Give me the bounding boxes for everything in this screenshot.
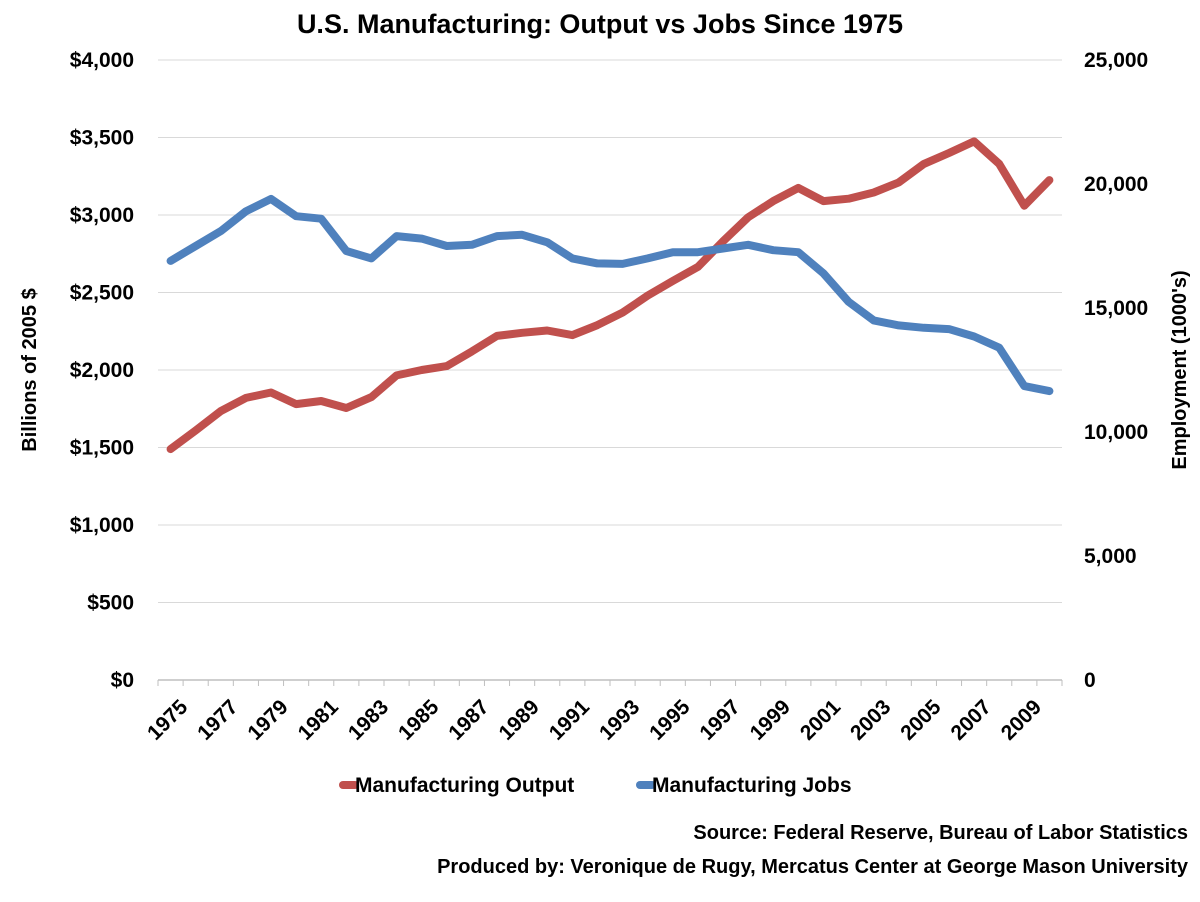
- left-tick-label: $4,000: [70, 49, 134, 72]
- right-tick-label: 0: [1084, 669, 1096, 692]
- x-tick-label: 1979: [243, 695, 292, 744]
- right-tick-label: 5,000: [1084, 545, 1137, 568]
- left-tick-label: $1,000: [70, 514, 134, 537]
- source-note: Source: Federal Reserve, Bureau of Labor…: [693, 822, 1188, 844]
- x-tick-label: 2007: [947, 695, 996, 744]
- x-axis-ticks: 1975 1977 1979 1981 1983 1985 1987 1989 1991 1993…: [143, 679, 1063, 745]
- right-tick-label: 10,000: [1084, 421, 1148, 444]
- x-tick-label: 1991: [545, 695, 595, 745]
- left-tick-label: $500: [87, 592, 134, 615]
- right-tick-label: 20,000: [1084, 173, 1148, 196]
- x-tick-label: 1975: [143, 695, 193, 745]
- legend-label-manufacturing-output: Manufacturing Output: [355, 774, 574, 797]
- series-line-manufacturing-jobs: [166, 194, 1054, 396]
- x-tick-label: 1985: [394, 695, 444, 745]
- series-line-manufacturing-output: [166, 137, 1054, 454]
- right-tick-label: 25,000: [1084, 49, 1148, 72]
- x-tick-label: 1987: [444, 695, 493, 744]
- left-tick-label: $1,500: [70, 437, 134, 460]
- legend-label-manufacturing-jobs: Manufacturing Jobs: [652, 774, 852, 797]
- left-tick-label: $3,500: [70, 127, 134, 150]
- left-tick-label: $2,500: [70, 282, 134, 305]
- x-tick-label: 1989: [495, 695, 544, 744]
- produced-by-note: Produced by: Veronique de Rugy, Mercatus…: [437, 856, 1188, 878]
- x-tick-label: 1997: [695, 695, 744, 744]
- right-tick-label: 15,000: [1084, 297, 1148, 320]
- x-tick-label: 1995: [645, 695, 695, 745]
- left-tick-label: $3,000: [70, 204, 134, 227]
- x-tick-label: 2001: [796, 695, 846, 745]
- x-tick-label: 2003: [846, 695, 895, 744]
- left-tick-label: $0: [111, 669, 134, 692]
- legend: Manufacturing Output Manufacturing Jobs: [339, 774, 852, 797]
- x-tick-label: 1999: [746, 695, 795, 744]
- left-axis-title: Billions of 2005 $: [19, 288, 41, 451]
- x-tick-label: 1977: [193, 695, 242, 744]
- left-axis-ticks: $0 $500 $1,000 $1,500 $2,000 $2,500 $3,000 $3,5…: [70, 49, 134, 692]
- right-axis-ticks: 0 5,000 10,000 15,000 20,000 25,000: [1084, 49, 1148, 692]
- chart-title: U.S. Manufacturing: Output vs Jobs Since…: [297, 9, 903, 39]
- x-tick-label: 2009: [997, 695, 1046, 744]
- series-lines: [166, 137, 1054, 454]
- x-tick-label: 1981: [294, 695, 344, 745]
- chart: U.S. Manufacturing: Output vs Jobs Since…: [19, 9, 1191, 797]
- left-tick-label: $2,000: [70, 359, 134, 382]
- x-tick-label: 2005: [896, 695, 946, 745]
- gridlines: [158, 59, 1062, 681]
- x-tick-label: 1983: [344, 695, 393, 744]
- x-tick-label: 1993: [595, 695, 644, 744]
- right-axis-title: Employment (1000's): [1169, 270, 1191, 469]
